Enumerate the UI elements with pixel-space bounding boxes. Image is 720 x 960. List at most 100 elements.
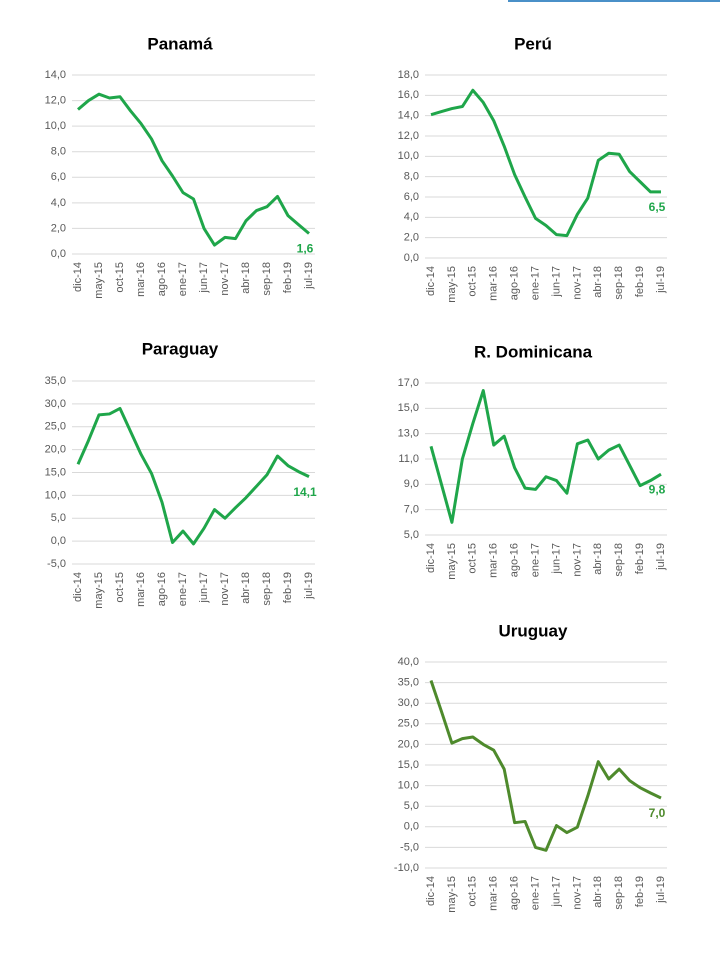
y-tick-label: -5,0 bbox=[47, 558, 66, 570]
x-tick-label: ene-17 bbox=[529, 543, 541, 577]
y-tick-label: 35,0 bbox=[398, 677, 419, 689]
x-tick-label: jun-17 bbox=[198, 262, 210, 294]
series-line bbox=[76, 406, 310, 546]
x-tick-label: oct-15 bbox=[467, 266, 479, 297]
data-label: 1,6 bbox=[297, 242, 314, 256]
y-tick-label: 14,0 bbox=[398, 110, 419, 122]
x-tick-label: jul-19 bbox=[303, 572, 315, 600]
y-tick-label: 2,0 bbox=[404, 232, 419, 244]
x-tick-label: sep-18 bbox=[613, 266, 625, 300]
x-tick-label: feb-19 bbox=[634, 876, 646, 907]
series-line bbox=[429, 389, 662, 524]
y-tick-label: 8,0 bbox=[404, 171, 419, 183]
y-tick-label: 18,0 bbox=[398, 69, 419, 81]
y-tick-label: -5,0 bbox=[400, 841, 419, 853]
data-label: 6,5 bbox=[649, 200, 666, 214]
y-tick-label: 0,0 bbox=[51, 248, 66, 260]
y-tick-label: 25,0 bbox=[45, 421, 66, 433]
y-tick-label: 7,0 bbox=[404, 504, 419, 516]
x-tick-label: abr-18 bbox=[592, 266, 604, 298]
x-tick-label: may-15 bbox=[446, 876, 458, 913]
x-tick-label: ago-16 bbox=[509, 266, 521, 300]
y-tick-label: 15,0 bbox=[45, 466, 66, 478]
x-tick-label: oct-15 bbox=[467, 876, 479, 907]
y-tick-label: 12,0 bbox=[398, 130, 419, 142]
x-tick-label: oct-15 bbox=[114, 262, 126, 293]
x-tick-label: sep-18 bbox=[613, 876, 625, 910]
y-tick-label: 5,0 bbox=[404, 529, 419, 541]
x-tick-label: feb-19 bbox=[282, 572, 294, 603]
x-tick-label: jun-17 bbox=[198, 572, 210, 604]
y-tick-label: 15,0 bbox=[398, 402, 419, 414]
series-line bbox=[430, 88, 661, 238]
x-tick-label: nov-17 bbox=[571, 876, 583, 910]
x-tick-label: jul-19 bbox=[655, 266, 667, 294]
y-tick-label: 20,0 bbox=[398, 738, 419, 750]
data-label: 9,8 bbox=[649, 482, 666, 496]
x-tick-label: feb-19 bbox=[634, 543, 646, 574]
y-tick-label: 20,0 bbox=[45, 444, 66, 456]
x-tick-label: dic-14 bbox=[72, 262, 84, 292]
x-tick-label: sep-18 bbox=[261, 262, 273, 296]
series-line bbox=[429, 680, 662, 852]
x-tick-label: dic-14 bbox=[425, 543, 437, 573]
x-tick-label: may-15 bbox=[93, 572, 105, 609]
y-tick-label: 30,0 bbox=[398, 697, 419, 709]
x-tick-label: mar-16 bbox=[488, 266, 500, 301]
x-tick-label: jun-17 bbox=[550, 876, 562, 908]
x-tick-label: ago-16 bbox=[156, 262, 168, 296]
x-tick-label: ago-16 bbox=[509, 876, 521, 910]
chart-title: Perú bbox=[514, 34, 552, 53]
y-tick-label: 14,0 bbox=[45, 69, 66, 81]
y-tick-label: 40,0 bbox=[398, 656, 419, 668]
y-tick-label: 10,0 bbox=[45, 489, 66, 501]
y-tick-label: 4,0 bbox=[51, 197, 66, 209]
y-tick-label: 10,0 bbox=[398, 780, 419, 792]
x-tick-label: mar-16 bbox=[488, 876, 500, 911]
y-tick-label: 10,0 bbox=[398, 150, 419, 162]
y-tick-label: 16,0 bbox=[398, 89, 419, 101]
x-tick-label: nov-17 bbox=[571, 266, 583, 300]
y-tick-label: 11,0 bbox=[398, 453, 419, 465]
y-tick-label: 30,0 bbox=[45, 398, 66, 410]
x-tick-label: dic-14 bbox=[425, 266, 437, 296]
y-tick-label: 13,0 bbox=[398, 428, 419, 440]
x-tick-label: nov-17 bbox=[219, 572, 231, 606]
y-tick-label: 6,0 bbox=[404, 191, 419, 203]
x-tick-label: nov-17 bbox=[571, 543, 583, 577]
y-tick-label: 4,0 bbox=[404, 211, 419, 223]
x-tick-label: jul-19 bbox=[655, 876, 667, 904]
x-tick-label: may-15 bbox=[446, 543, 458, 580]
y-tick-label: 5,0 bbox=[404, 800, 419, 812]
x-tick-label: ene-17 bbox=[177, 572, 189, 606]
y-tick-label: 17,0 bbox=[398, 377, 419, 389]
chart-title: Panamá bbox=[147, 34, 213, 53]
y-tick-label: 10,0 bbox=[45, 120, 66, 132]
x-tick-label: abr-18 bbox=[240, 262, 252, 294]
y-tick-label: -10,0 bbox=[394, 862, 419, 874]
x-tick-label: ago-16 bbox=[509, 543, 521, 577]
x-tick-label: sep-18 bbox=[261, 572, 273, 606]
x-tick-label: ene-17 bbox=[529, 876, 541, 910]
x-tick-label: abr-18 bbox=[592, 876, 604, 908]
y-tick-label: 12,0 bbox=[45, 94, 66, 106]
x-tick-label: ene-17 bbox=[529, 266, 541, 300]
x-tick-label: oct-15 bbox=[114, 572, 126, 603]
x-tick-label: abr-18 bbox=[240, 572, 252, 604]
y-tick-label: 8,0 bbox=[51, 146, 66, 158]
y-tick-label: 0,0 bbox=[51, 535, 66, 547]
chart-title: R. Dominicana bbox=[474, 342, 593, 361]
y-tick-label: 0,0 bbox=[404, 252, 419, 264]
x-tick-label: jun-17 bbox=[550, 266, 562, 298]
data-label: 7,0 bbox=[649, 806, 666, 820]
x-tick-label: may-15 bbox=[93, 262, 105, 299]
chart-title: Uruguay bbox=[499, 621, 569, 640]
y-tick-label: 25,0 bbox=[398, 718, 419, 730]
y-tick-label: 15,0 bbox=[398, 759, 419, 771]
x-tick-label: jul-19 bbox=[655, 543, 667, 571]
x-tick-label: abr-18 bbox=[592, 543, 604, 575]
x-tick-label: ene-17 bbox=[177, 262, 189, 296]
x-tick-label: mar-16 bbox=[488, 543, 500, 578]
y-tick-label: 9,0 bbox=[404, 478, 419, 490]
